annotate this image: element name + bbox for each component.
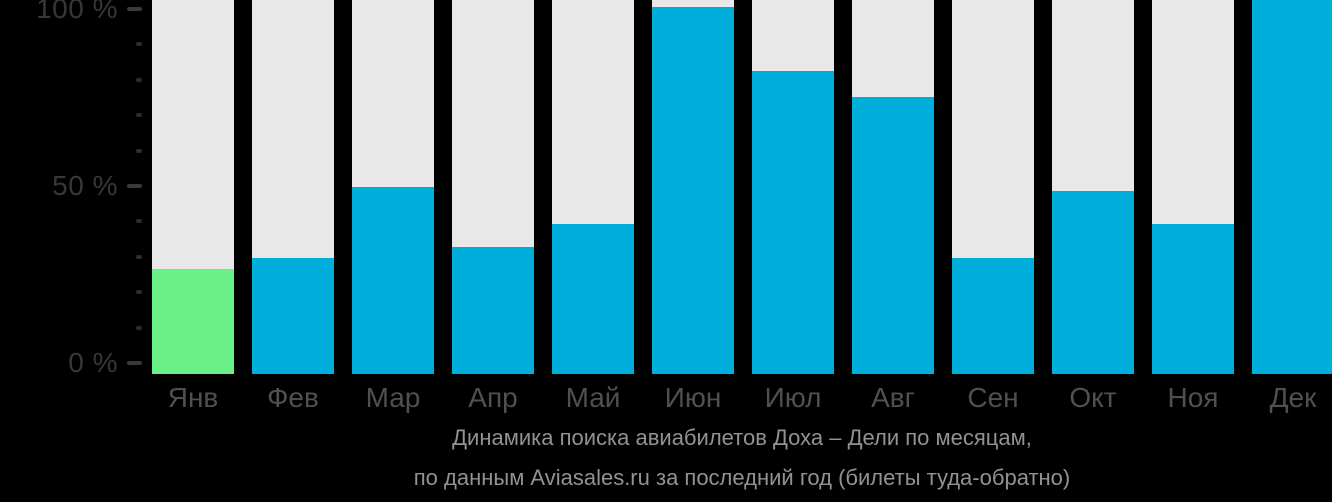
month-label: Мар	[365, 382, 421, 413]
bar-column[interactable]	[1252, 0, 1332, 374]
month-label: Июл	[764, 382, 822, 413]
bar-column[interactable]	[1152, 0, 1234, 374]
bar-fill	[852, 97, 934, 374]
bar-column[interactable]	[652, 0, 734, 374]
y-axis-major-tick	[127, 7, 142, 11]
bar-column[interactable]	[852, 0, 934, 374]
bar-fill	[1052, 190, 1134, 374]
y-axis-minor-tick	[136, 42, 142, 47]
bar-fill	[552, 224, 634, 374]
bar-column[interactable]	[552, 0, 634, 374]
y-axis-minor-tick	[136, 113, 142, 118]
bar-fill	[1252, 0, 1332, 374]
month-label: Сен	[967, 382, 1019, 413]
bar-fill	[952, 258, 1034, 374]
bar-fill	[752, 71, 834, 374]
y-axis-minor-tick	[136, 219, 142, 224]
bar-column[interactable]	[1052, 0, 1134, 374]
bar-fill	[152, 269, 234, 374]
month-label: Ноя	[1167, 382, 1219, 413]
y-axis-minor-tick	[136, 148, 142, 153]
caption-line-2: по данным Aviasales.ru за последний год …	[413, 465, 1071, 490]
bar-column[interactable]	[452, 0, 534, 374]
y-axis-minor-tick	[136, 325, 142, 330]
bar-column[interactable]	[752, 0, 834, 374]
bar-fill	[1152, 224, 1234, 374]
month-label: Июн	[664, 382, 722, 413]
month-label: Апр	[468, 382, 518, 413]
y-tick-label: 0 %	[68, 347, 118, 378]
bar-column[interactable]	[252, 0, 334, 374]
y-axis-major-tick	[127, 361, 142, 365]
y-axis-minor-tick	[136, 77, 142, 82]
y-axis-minor-tick	[136, 290, 142, 295]
month-label: Май	[565, 382, 621, 413]
month-label: Авг	[871, 382, 915, 413]
bar-column[interactable]	[152, 0, 234, 374]
y-tick-label: 100 %	[36, 0, 118, 24]
bar-column[interactable]	[952, 0, 1034, 374]
caption: Динамика поиска авиабилетов Доха – Дели …	[152, 418, 1332, 498]
plot-area: 100 % 50 % 0 %	[36, 0, 1332, 378]
y-axis-major-tick	[127, 184, 142, 188]
y-axis-minor-tick	[136, 254, 142, 259]
month-label: Дек	[1269, 382, 1317, 413]
month-label: Янв	[167, 382, 219, 413]
bar-fill	[352, 187, 434, 374]
bar-fill	[652, 7, 734, 374]
bar-fill	[452, 246, 534, 374]
y-tick-label: 50 %	[52, 170, 118, 201]
month-label: Фев	[267, 382, 319, 413]
bar-column[interactable]	[352, 0, 434, 374]
bar-fill	[252, 258, 334, 374]
caption-line-1: Динамика поиска авиабилетов Доха – Дели …	[452, 425, 1032, 450]
month-label: Окт	[1069, 382, 1117, 413]
